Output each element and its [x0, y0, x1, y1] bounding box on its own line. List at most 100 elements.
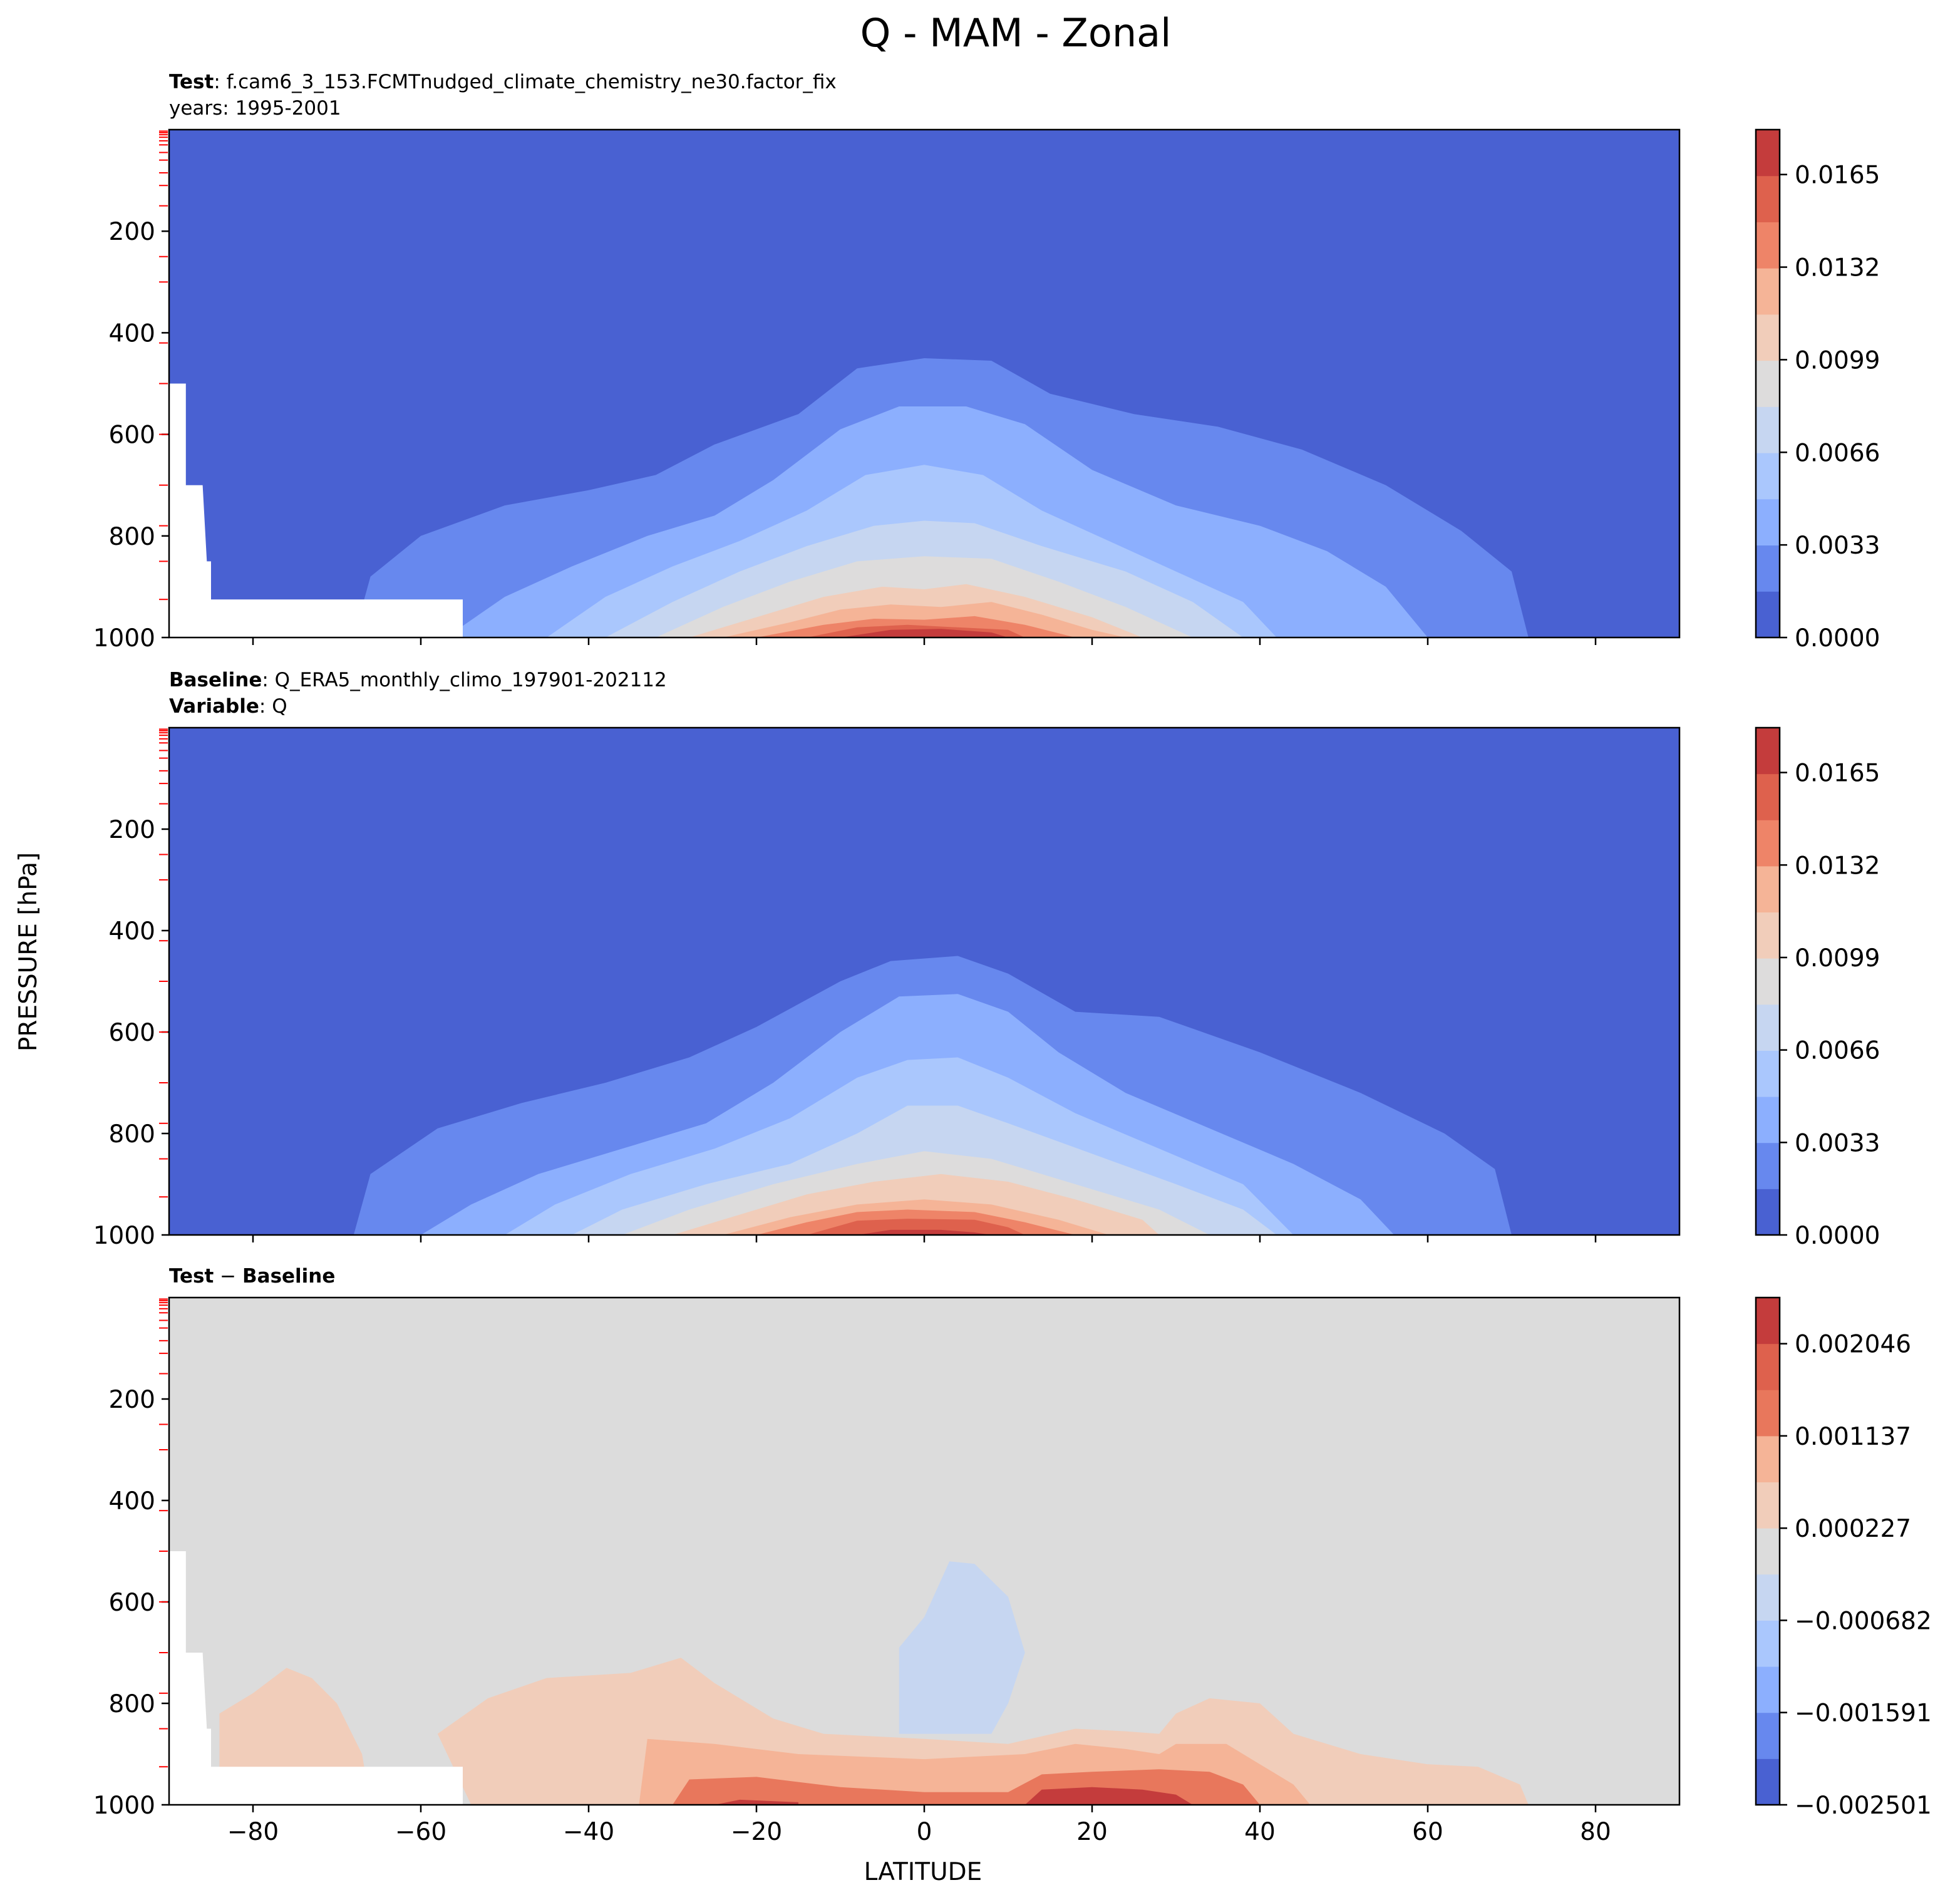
- panel-difference-header-baseline: Baseline: [242, 1265, 335, 1288]
- x-axis-label: LATITUDE: [864, 1858, 983, 1886]
- colorbar-segment: [1756, 1482, 1780, 1529]
- colorbar-segment: [1756, 1712, 1780, 1759]
- colorbar-tick-label: 0.0033: [1795, 532, 1880, 560]
- colorbar-segment: [1756, 1142, 1780, 1189]
- panel-test-header-case: : f.cam6_3_153.FCMTnudged_climate_chemis…: [214, 71, 836, 93]
- positive-region-4: [714, 1799, 798, 1805]
- colorbar-segment: [1756, 268, 1780, 315]
- panel-baseline-header-line2: Variable: Q: [169, 695, 287, 718]
- panel-baseline-colorbar: 0.0000 0.0033 0.0066 0.0099 0.0132 0.0165: [1755, 726, 1880, 1250]
- colorbar-segment: [1756, 1620, 1780, 1667]
- panel-baseline-plot: [169, 728, 1679, 1235]
- colorbar-segment: [1756, 820, 1780, 867]
- colorbar-segment: [1756, 545, 1780, 592]
- colorbar-segment: [1756, 1528, 1780, 1575]
- x-tick-label: −60: [395, 1818, 446, 1846]
- colorbar-segment: [1756, 453, 1780, 500]
- colorbar-segment: [1756, 1666, 1780, 1713]
- panel-test-colorbar: 0.0000 0.0033 0.0066 0.0099 0.0132 0.0165: [1755, 128, 1880, 653]
- contour-level-10: [840, 629, 1008, 638]
- x-tick-label: 40: [1244, 1818, 1276, 1846]
- panel-difference-header-minus: −: [214, 1265, 242, 1288]
- colorbar-tick-label: 0.0165: [1795, 760, 1880, 788]
- colorbar-segment: [1756, 773, 1780, 820]
- contour-level-10: [857, 1229, 992, 1235]
- colorbar-segment: [1756, 1050, 1780, 1097]
- y-tick-label: 600: [109, 1589, 155, 1617]
- y-tick-label: 400: [109, 1487, 155, 1515]
- colorbar-segment: [1756, 1343, 1780, 1390]
- panel-baseline-header-variable: : Q: [259, 695, 287, 718]
- colorbar-tick-label: 0.0099: [1795, 346, 1880, 374]
- colorbar-tick-label: 0.0099: [1795, 944, 1880, 973]
- colorbar-segment: [1756, 591, 1780, 638]
- y-tick-label: 600: [109, 421, 155, 450]
- colorbar-tick-label: 0.002046: [1795, 1331, 1911, 1359]
- colorbar-segment: [1756, 222, 1780, 269]
- y-tick-label: 800: [109, 523, 155, 551]
- y-tick-label: 400: [109, 319, 155, 348]
- colorbar-segment: [1756, 865, 1780, 913]
- colorbar-tick-label: 0.0000: [1795, 624, 1880, 653]
- colorbar-tick-label: 0.0132: [1795, 254, 1880, 282]
- colorbar-tick-label: −0.002501: [1795, 1792, 1932, 1820]
- colorbar-segment: [1756, 498, 1780, 546]
- panel-difference-axes: 200 400 600 800 1000 −80 −60 −40 −20 0 20 40 60 80: [93, 1296, 1681, 1846]
- colorbar-segment: [1756, 912, 1780, 959]
- colorbar-segment: [1756, 728, 1780, 775]
- colorbar-segment: [1756, 1574, 1780, 1621]
- panel-test-header-bold: Test: [169, 71, 214, 93]
- panel-baseline-header-bold: Baseline: [169, 669, 262, 691]
- panel-baseline-header-variable-bold: Variable: [169, 695, 259, 718]
- panel-test-axes: 200 400 600 800 1000: [93, 128, 1681, 653]
- y-tick-label: 400: [109, 917, 155, 946]
- y-tick-label: 1000: [93, 624, 155, 653]
- panel-baseline: Baseline: Q_ERA5_monthly_climo_197901-20…: [93, 669, 1880, 1250]
- colorbar-tick-label: 0.0066: [1795, 439, 1880, 467]
- panel-test-header-line1: Test: f.cam6_3_153.FCMTnudged_climate_ch…: [169, 71, 837, 93]
- negative-region-1: [899, 1561, 1025, 1734]
- colorbar-tick-label: −0.001591: [1795, 1700, 1932, 1728]
- x-tick-label: 0: [917, 1818, 932, 1846]
- colorbar-tick-label: 0.0165: [1795, 162, 1880, 190]
- colorbar-segment: [1756, 360, 1780, 407]
- x-tick-label: 80: [1580, 1818, 1611, 1846]
- colorbar-segment: [1756, 1435, 1780, 1483]
- colorbar-frame: [1755, 1296, 1781, 1806]
- panel-difference-plot: [169, 1298, 1679, 1805]
- figure-title: Q - MAM - Zonal: [860, 10, 1172, 56]
- y-tick-label: 1000: [93, 1792, 155, 1820]
- x-tick-label: 20: [1076, 1818, 1108, 1846]
- positive-region-4: [1024, 1787, 1193, 1805]
- colorbar-segment: [1756, 1189, 1780, 1236]
- panel-difference-header: Test − Baseline: [169, 1265, 335, 1288]
- surface-mask: [169, 1551, 463, 1805]
- y-tick-label: 200: [109, 1386, 155, 1414]
- x-tick-label: −40: [563, 1818, 614, 1846]
- colorbar-segment: [1756, 1097, 1780, 1144]
- panel-baseline-axes: 200 400 600 800 1000: [93, 726, 1681, 1250]
- colorbar-tick-label: 0.0033: [1795, 1129, 1880, 1157]
- panel-test-plot: [169, 130, 1679, 638]
- panel-test-header-years: years: 1995-2001: [169, 97, 341, 120]
- y-tick-label: 200: [109, 218, 155, 246]
- colorbar-segment: [1756, 406, 1780, 453]
- colorbar-tick-label: 0.0066: [1795, 1037, 1880, 1065]
- colorbar-segment: [1756, 1390, 1780, 1437]
- colorbar-segment: [1756, 1004, 1780, 1051]
- y-axis-label: PRESSURE [hPa]: [14, 852, 43, 1051]
- y-tick-label: 800: [109, 1120, 155, 1149]
- colorbar-segment: [1756, 314, 1780, 361]
- x-tick-label: −80: [227, 1818, 279, 1846]
- panel-test: Test: f.cam6_3_153.FCMTnudged_climate_ch…: [93, 71, 1880, 653]
- colorbar-frame: [1755, 726, 1781, 1236]
- colorbar-tick-label: 0.001137: [1795, 1423, 1911, 1451]
- colorbar-tick-label: 0.000227: [1795, 1515, 1911, 1543]
- contour-level-9: [807, 1219, 1025, 1235]
- colorbar-segment: [1756, 958, 1780, 1005]
- colorbar-tick-label: 0.0000: [1795, 1222, 1880, 1250]
- colorbar-tick-label: 0.0132: [1795, 852, 1880, 880]
- x-tick-label: −20: [731, 1818, 782, 1846]
